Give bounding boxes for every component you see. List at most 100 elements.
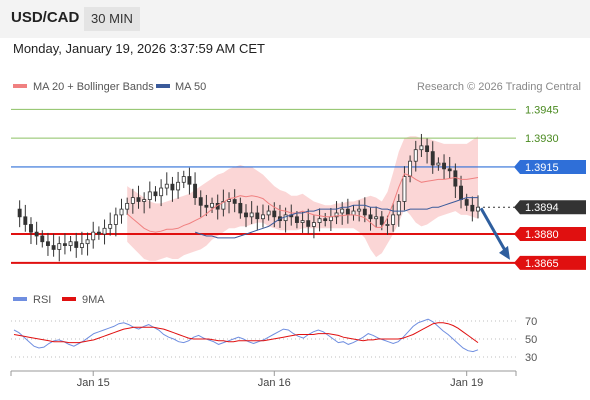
- bollinger-band: [127, 136, 478, 261]
- candle: [40, 235, 45, 243]
- candle: [357, 208, 362, 212]
- candle: [311, 222, 316, 227]
- candle: [368, 214, 373, 220]
- candle: [249, 212, 254, 218]
- rsi-legend-swatch: [13, 297, 27, 301]
- time-tick-label: Jan 19: [450, 377, 483, 389]
- candle: [130, 197, 135, 204]
- candle: [419, 145, 424, 151]
- candle: [470, 204, 475, 212]
- candle: [238, 202, 243, 214]
- candle: [447, 168, 452, 172]
- candle: [408, 160, 413, 177]
- candle: [113, 214, 118, 225]
- level-labels-layer: 1.3945 1.3930 1.3915 1.3894 1.3880 1.3865: [514, 104, 586, 270]
- level-label-1.3865: 1.3865: [525, 258, 559, 270]
- bollinger-band-layer: [127, 136, 478, 261]
- level-tag-1.3880: [514, 227, 586, 242]
- candle: [294, 216, 299, 223]
- time-tick-label: Jan 16: [258, 377, 291, 389]
- candle: [227, 199, 231, 202]
- ma50-legend-label: MA 50: [175, 81, 206, 93]
- ma20-legend-label: MA 20 + Bollinger Bands: [33, 81, 154, 93]
- candle: [345, 208, 350, 216]
- forecast-arrow-layer: [479, 207, 510, 260]
- candle: [261, 214, 265, 220]
- candle: [459, 185, 463, 200]
- candle: [17, 208, 22, 218]
- forecast-arrow-line: [479, 207, 509, 255]
- rsi-ma-line: [13, 322, 479, 344]
- candle: [91, 231, 96, 241]
- candle: [164, 183, 169, 189]
- candle: [351, 210, 356, 216]
- time-axis: Jan 15 Jan 16 Jan 19: [10, 370, 517, 389]
- candle: [119, 208, 124, 216]
- level-tag-1.3865: [514, 255, 586, 270]
- candle: [323, 218, 328, 222]
- candle: [413, 149, 418, 162]
- candle: [57, 243, 62, 250]
- candle: [396, 201, 401, 216]
- candle: [34, 231, 39, 237]
- rsi-line: [13, 318, 479, 353]
- candle: [125, 202, 130, 210]
- candle: [476, 206, 480, 212]
- candle: [402, 176, 407, 202]
- candle: [23, 216, 28, 225]
- candle: [153, 191, 158, 197]
- time-tick-label: Jan 15: [77, 377, 110, 389]
- candle: [300, 220, 305, 223]
- candle: [136, 197, 141, 202]
- candle: [328, 216, 333, 222]
- rsi-legend-label: RSI: [33, 294, 51, 306]
- candle: [391, 214, 396, 225]
- candle: [108, 224, 113, 229]
- candle: [193, 183, 198, 199]
- moving-averages-layer: [126, 173, 479, 239]
- timeframe-button[interactable]: 30 MIN: [84, 7, 140, 31]
- rsi-tick-50: 50: [525, 334, 537, 346]
- ma20-line: [126, 173, 479, 233]
- candle: [436, 162, 441, 166]
- level-label-1.3894: 1.3894: [525, 202, 559, 214]
- candle: [159, 187, 164, 197]
- candle: [255, 212, 260, 220]
- rsi-ma-legend-label: 9MA: [82, 294, 105, 306]
- candle: [74, 241, 79, 248]
- rsi-tick-70: 70: [525, 316, 537, 328]
- candle: [51, 245, 56, 250]
- candle: [210, 202, 215, 208]
- candle: [62, 243, 67, 246]
- candle: [425, 145, 430, 153]
- chart-header: USD/CAD 30 MIN: [0, 0, 590, 38]
- candle: [79, 243, 84, 248]
- candle: [266, 210, 271, 216]
- candle: [68, 241, 73, 246]
- ma50-line: [194, 197, 478, 239]
- rsi-tick-30: 30: [525, 352, 537, 364]
- candle: [374, 216, 379, 220]
- candle: [181, 176, 186, 183]
- credit-text: Research © 2026 Trading Central: [417, 81, 581, 93]
- forecast-arrow-head: [499, 245, 510, 260]
- rsi-panel: 70 50 30: [11, 316, 537, 364]
- symbol-title: USD/CAD: [11, 9, 80, 26]
- candle: [176, 181, 181, 191]
- level-tag-1.3894: [514, 200, 586, 215]
- rsi-ma-legend-swatch: [62, 297, 76, 301]
- candle: [170, 183, 175, 191]
- candle: [362, 208, 367, 216]
- candle: [147, 191, 152, 200]
- candle: [430, 151, 435, 166]
- level-tag-1.3915: [514, 159, 586, 174]
- candle: [340, 208, 345, 214]
- candle: [464, 199, 469, 206]
- ma50-legend-swatch: [156, 84, 170, 88]
- candle: [187, 176, 192, 185]
- candle: [85, 239, 90, 245]
- candle: [29, 224, 33, 233]
- candle: [306, 220, 311, 227]
- candle: [232, 199, 237, 204]
